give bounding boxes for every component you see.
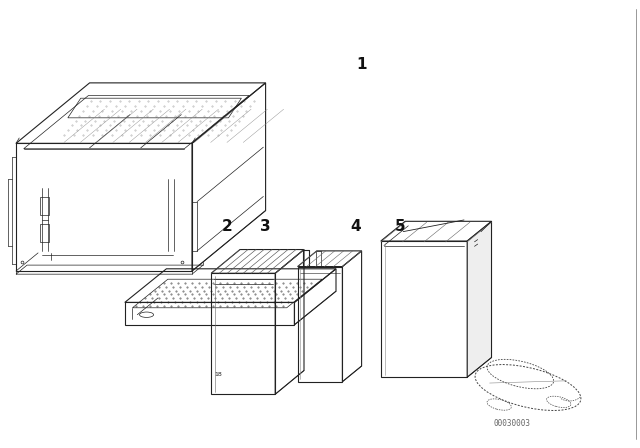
Text: 00030003: 00030003 (493, 419, 531, 428)
Text: 5: 5 (395, 219, 405, 234)
Polygon shape (381, 221, 492, 241)
Text: 18: 18 (214, 371, 222, 377)
Text: 2: 2 (222, 219, 232, 234)
Polygon shape (467, 221, 492, 377)
Text: 1: 1 (356, 57, 367, 73)
Polygon shape (381, 241, 467, 377)
Text: 4: 4 (350, 219, 360, 234)
Text: 3: 3 (260, 219, 271, 234)
